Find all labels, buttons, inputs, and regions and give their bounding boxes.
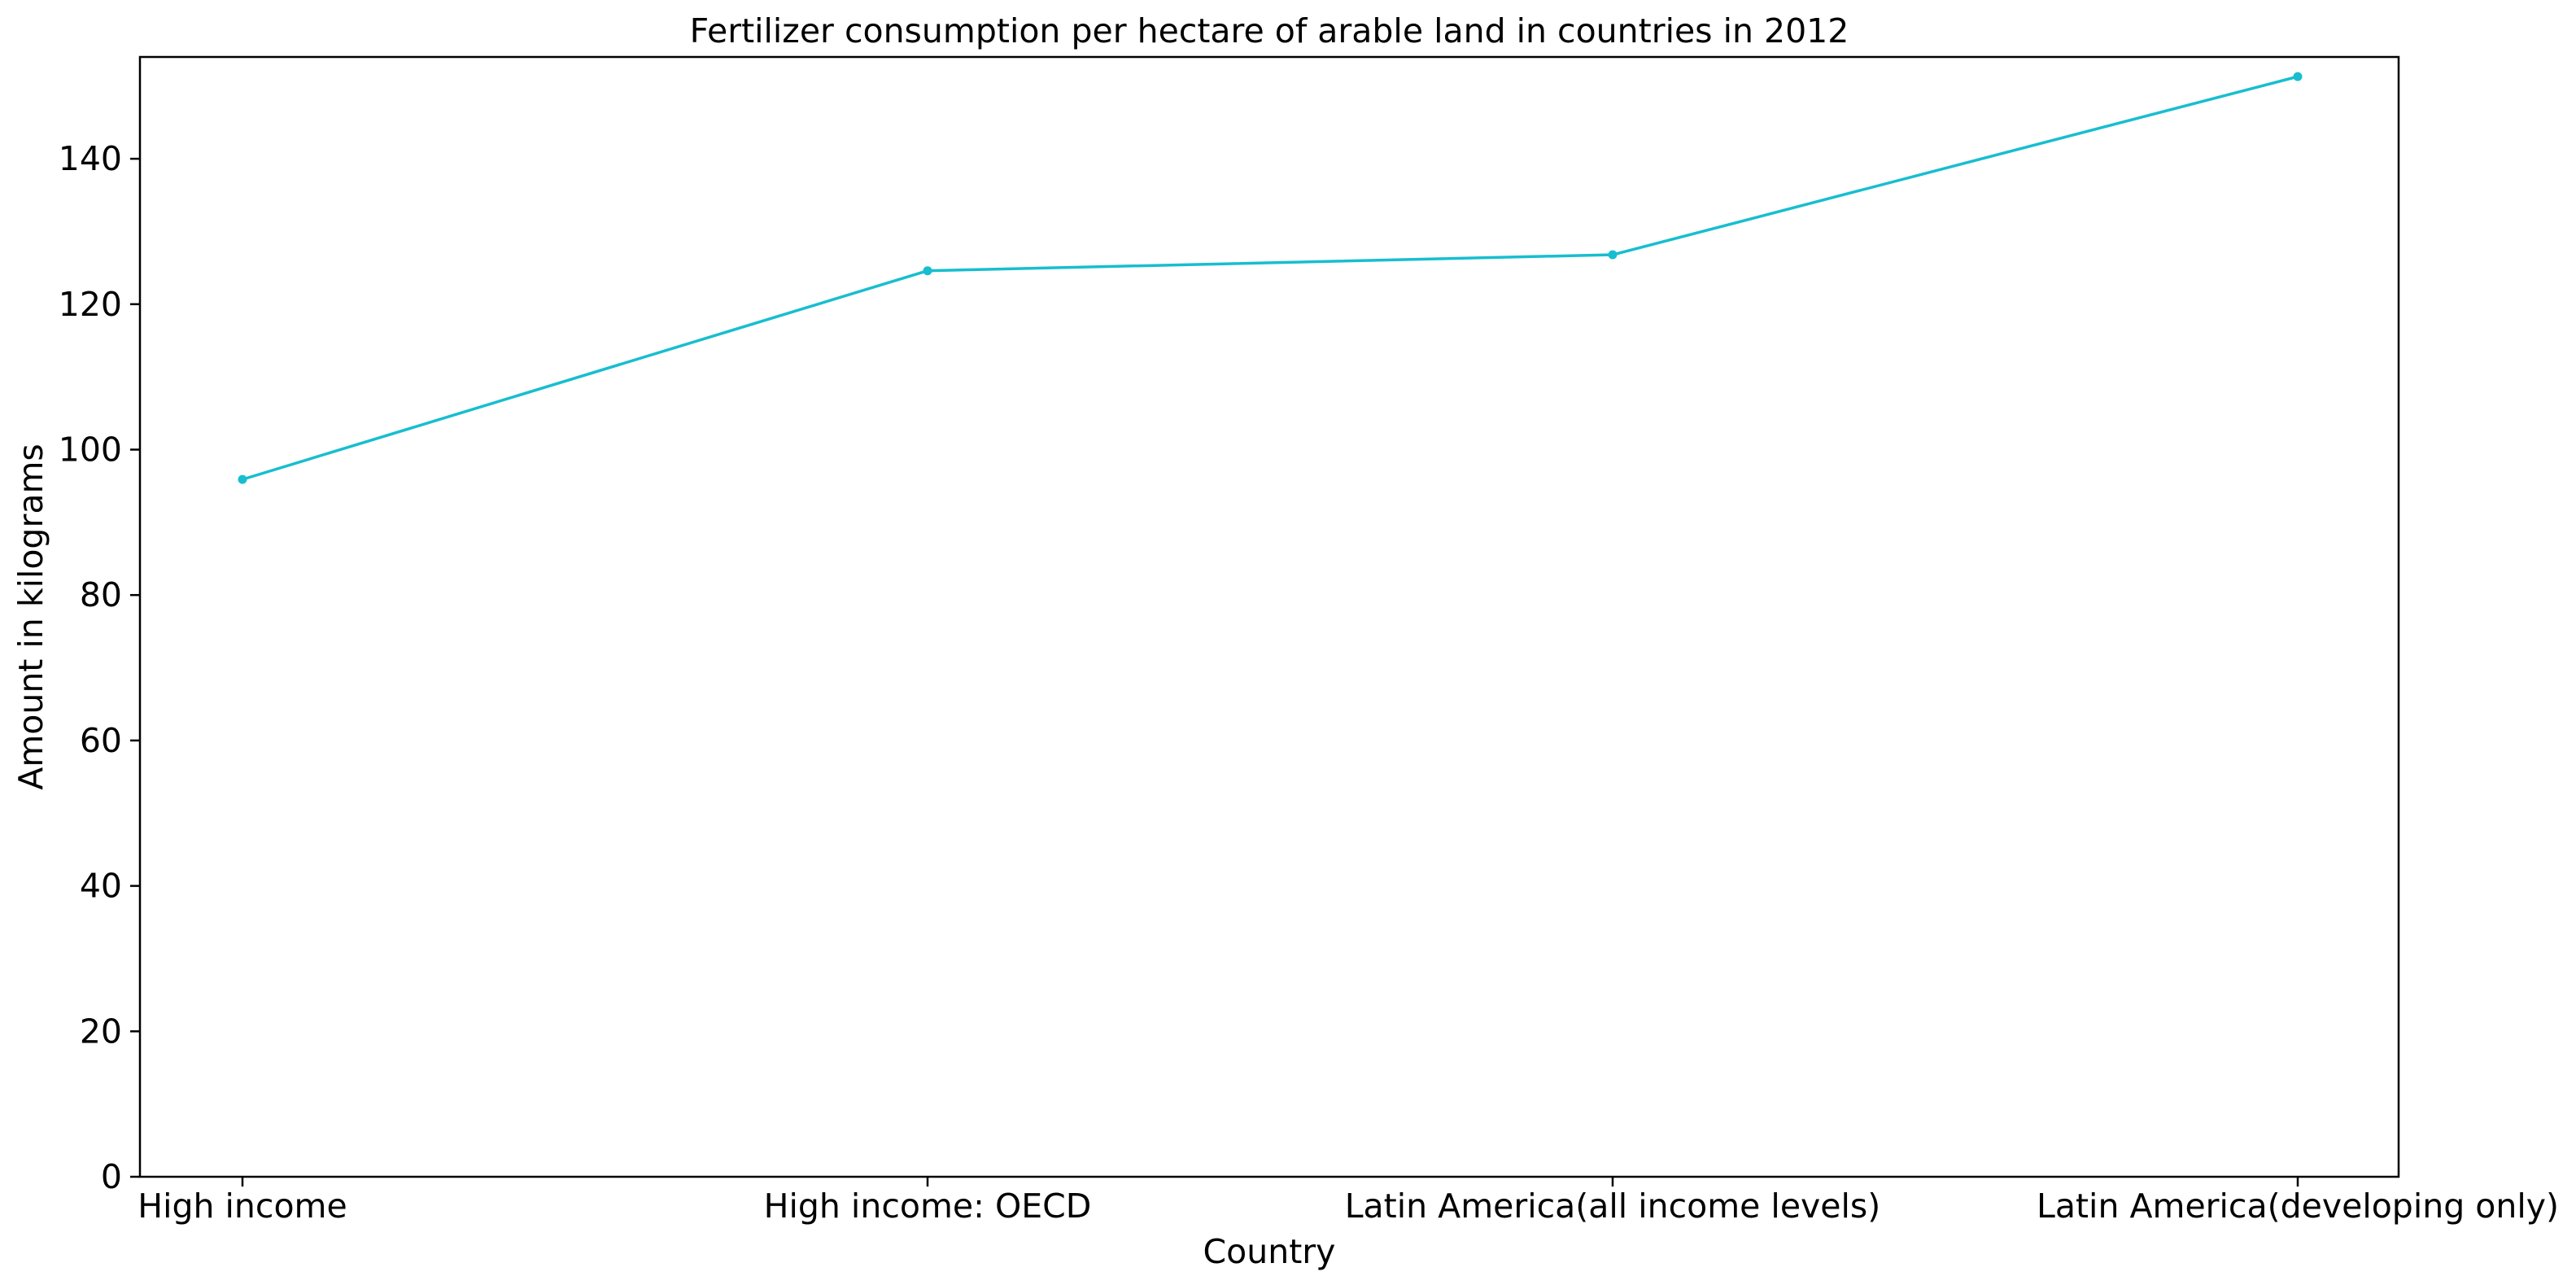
y-tick-label: 140 <box>59 139 122 178</box>
x-tick-label: High income: OECD <box>764 1187 1092 1226</box>
data-point <box>1608 250 1618 260</box>
data-point <box>2293 72 2303 81</box>
plot-area <box>138 55 2400 1178</box>
series-layer <box>238 72 2303 484</box>
data-point <box>238 474 247 484</box>
x-tick-label: Latin America(developing only) <box>2037 1187 2559 1226</box>
chart-title: Fertilizer consumption per hectare of ar… <box>690 11 1849 50</box>
data-point <box>923 266 932 276</box>
x-tick-label: High income <box>138 1187 347 1226</box>
y-tick-label: 100 <box>59 430 122 469</box>
y-tick-label: 120 <box>59 285 122 324</box>
y-axis-ticks: 0 20 40 60 80 100 120 140 <box>59 139 140 1196</box>
x-axis-ticks: High income High income: OECD Latin Americ… <box>138 1177 2559 1226</box>
y-tick-label: 0 <box>101 1157 122 1196</box>
y-axis-label: Amount in kilograms <box>11 444 50 789</box>
y-tick-label: 60 <box>80 721 122 760</box>
series-line <box>242 75 2299 481</box>
y-tick-label: 80 <box>80 575 122 614</box>
y-tick-label: 40 <box>80 867 122 906</box>
y-tick-label: 20 <box>80 1012 122 1051</box>
x-tick-label: Latin America(all income levels) <box>1345 1187 1881 1226</box>
x-axis-label: Country <box>1203 1232 1336 1271</box>
